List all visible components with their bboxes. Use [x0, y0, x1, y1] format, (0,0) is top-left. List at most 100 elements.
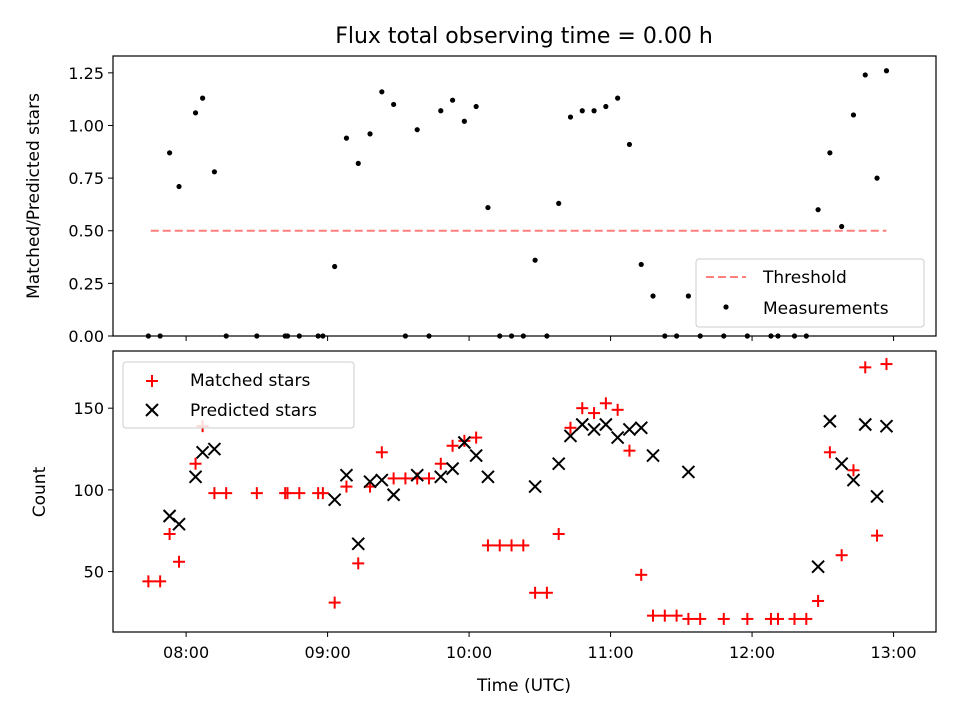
measurement-point — [567, 114, 574, 120]
matched-star-point — [788, 612, 801, 625]
legend-threshold-label: Threshold — [762, 268, 847, 288]
matched-star-point — [328, 596, 341, 609]
predicted-star-point — [599, 417, 613, 432]
ratio-plot-area: 0.00 0.25 0.50 0.75 1.00 1.25 — [68, 64, 895, 346]
matched-star-point — [670, 609, 683, 622]
ratio-y-tick-label: 1.25 — [68, 64, 104, 83]
ratio-panel: Flux total observing time = 0.00 h Match… — [24, 24, 937, 346]
measurement-point — [579, 108, 585, 114]
predicted-star-point — [410, 468, 424, 482]
matched-star-point — [835, 549, 848, 562]
matched-star-point — [823, 446, 836, 459]
matched-star-point — [611, 403, 624, 416]
ratio-y-tick-label: 0.50 — [68, 222, 104, 241]
measurement-point — [414, 127, 420, 133]
measurement-point — [603, 103, 609, 110]
measurement-point — [874, 175, 880, 181]
legend-predicted-label: Predicted stars — [190, 401, 317, 421]
y-axis-label-count: Count — [30, 466, 50, 517]
matched-star-point — [658, 609, 671, 622]
matched-star-point — [741, 612, 754, 625]
predicted-star-point — [375, 473, 389, 487]
predicted-star-point — [457, 435, 472, 450]
predicted-star-point — [879, 419, 894, 433]
predicted-star-point — [834, 457, 849, 471]
matched-star-point — [142, 575, 155, 588]
measurement-point — [827, 150, 833, 156]
predicted-star-point — [811, 559, 825, 574]
matched-star-point — [293, 487, 306, 500]
measurement-point — [461, 118, 467, 124]
matched-star-point — [154, 575, 167, 588]
matched-star-point — [340, 480, 353, 493]
predicted-star-point — [434, 470, 448, 484]
measurement-point — [685, 293, 691, 299]
ratio-y-tick-label: 0.75 — [68, 169, 104, 188]
matched-star-point — [694, 612, 707, 625]
measurement-point — [343, 135, 350, 141]
predicted-star-point — [846, 473, 861, 487]
legend-measurements-swatch — [723, 304, 729, 310]
matched-star-point — [493, 539, 506, 552]
matched-star-point — [316, 487, 329, 500]
matched-star-point — [458, 434, 471, 447]
count-panel: Count Time (UTC) 50 100 150 08:00 09:00 10:00… — [30, 350, 937, 696]
predicted-star-point — [563, 429, 578, 443]
measurement-point — [211, 169, 218, 175]
measurement-point — [332, 263, 338, 270]
count-legend: Matched stars Predicted stars — [122, 361, 355, 429]
predicted-star-point — [634, 421, 648, 435]
matched-star-point — [352, 557, 365, 570]
matched-star-point — [281, 487, 294, 500]
predicted-star-point — [551, 457, 566, 471]
ratio-y-tick-label: 0.25 — [68, 274, 104, 293]
count-legend-box — [122, 361, 355, 429]
matched-star-point — [387, 472, 400, 485]
predicted-star-point — [351, 537, 365, 551]
predicted-star-point — [587, 422, 601, 437]
count-x-tick-label: 13:00 — [870, 643, 916, 662]
predicted-star-point — [823, 414, 837, 428]
predicted-star-point — [870, 489, 884, 504]
matched-star-point — [552, 527, 565, 540]
measurement-point — [615, 95, 621, 101]
matched-star-point — [434, 457, 447, 470]
measurement-point — [176, 183, 182, 190]
matched-star-point — [173, 555, 186, 568]
measurement-point — [367, 131, 373, 137]
matched-star-point — [540, 586, 553, 599]
measurement-point — [626, 141, 633, 148]
matched-star-point — [208, 487, 221, 500]
predicted-star-point — [339, 468, 354, 482]
matched-star-point — [422, 472, 435, 485]
matched-star-point — [717, 612, 730, 625]
predicted-star-point — [646, 448, 660, 463]
ratio-y-tick-label: 1.00 — [68, 116, 104, 135]
matched-star-point — [635, 568, 648, 581]
predicted-star-point — [445, 461, 460, 476]
count-x-tick-label: 08:00 — [163, 643, 209, 662]
matched-star-point — [481, 539, 494, 552]
count-y-tick-label: 150 — [73, 399, 104, 418]
measurement-point — [591, 108, 597, 114]
legend-matched-swatch — [146, 375, 158, 387]
count-x-tick-label: 10:00 — [446, 643, 492, 662]
matched-star-point — [682, 612, 695, 625]
predicted-star-point — [622, 422, 637, 437]
measurement-point — [379, 89, 385, 95]
matched-star-point — [880, 358, 893, 371]
matched-star-point — [189, 457, 202, 470]
ratio-y-tick-label: 0.00 — [68, 327, 104, 346]
measurement-point — [638, 261, 644, 268]
count-x-tick-label: 11:00 — [588, 643, 634, 662]
predicted-star-point — [195, 445, 210, 459]
count-plot-frame — [112, 350, 937, 633]
matched-star-point — [375, 446, 388, 459]
measurement-point — [473, 103, 479, 110]
predicted-star-point — [528, 479, 542, 494]
measurement-point — [485, 204, 491, 211]
predicted-star-point — [386, 488, 401, 502]
predicted-star-point — [469, 448, 483, 463]
